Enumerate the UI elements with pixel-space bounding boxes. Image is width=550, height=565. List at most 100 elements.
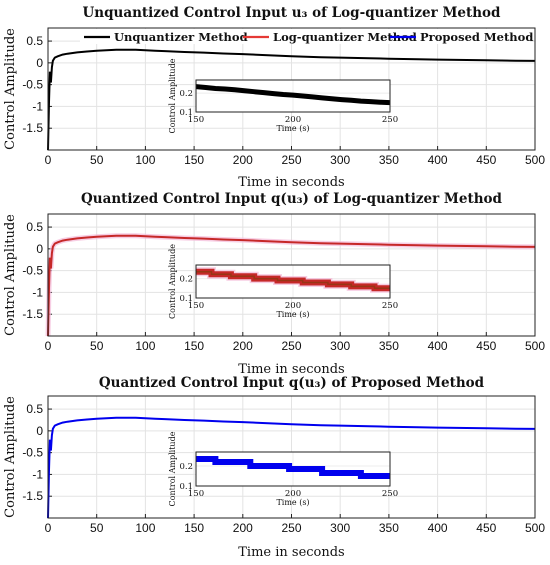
x-axis-label: Time in seconds [238,545,344,560]
x-tick-label: 450 [476,521,496,535]
y-tick-label: 0.5 [26,34,43,48]
x-tick-label: 350 [379,521,399,535]
legend-entry: Log-quantizer Method [273,30,417,44]
y-tick-label: -1 [32,467,43,481]
y-tick-label: -0.5 [22,264,43,278]
x-tick-label: 150 [184,339,204,353]
y-tick-label: -1.5 [22,121,43,135]
x-tick-label: 150 [184,153,204,167]
inset-y-tick-label: 0.1 [179,482,193,492]
inset-series-overlay [196,271,390,290]
inset-x-tick-label: 150 [188,489,204,499]
inset-y-tick-label: 0.2 [179,89,193,99]
x-tick-label: 100 [135,153,155,167]
y-axis-label: Control Amplitude [3,396,18,518]
x-tick-label: 450 [476,339,496,353]
x-tick-label: 250 [281,153,301,167]
inset-x-axis-label: Time (s) [276,498,309,507]
x-tick-label: 350 [379,153,399,167]
x-tick-label: 250 [281,521,301,535]
y-tick-label: -1.5 [22,489,43,503]
legend: Unquantizer Method Log-quantizer Method Pr… [80,29,533,44]
inset-x-tick-label: 250 [382,115,398,125]
x-axis-label: Time in seconds [238,362,344,377]
x-tick-label: 500 [525,521,545,535]
inset-plot: 150 200 250 0.1 0.2 Time (s) Control Amplitude [168,244,398,319]
inset-x-tick-label: 250 [382,489,398,499]
x-tick-label: 100 [135,339,155,353]
inset-x-tick-label: 200 [285,301,301,311]
chart-panel-1: 0 50 100 150 200 250 300 350 400 450 500 -1.5 -1 -0.5… [3,5,545,190]
x-tick-label: 50 [90,153,104,167]
x-tick-label: 350 [379,339,399,353]
x-tick-label: 250 [281,339,301,353]
x-tick-label: 300 [330,339,350,353]
x-tick-label: 400 [428,521,448,535]
inset-y-tick-label: 0.1 [179,294,193,304]
inset-frame [195,451,391,487]
x-tick-label: 150 [184,521,204,535]
y-axis-label: Control Amplitude [3,28,18,150]
x-tick-label: 0 [45,153,52,167]
series-line [47,48,536,151]
y-tick-label: 0 [36,424,43,438]
inset-frame [195,79,391,113]
inset-frame [195,264,391,299]
x-tick-label: 0 [45,339,52,353]
axes-frame [47,213,536,337]
inset-x-tick-label: 200 [285,115,301,125]
inset-x-tick-label: 250 [382,301,398,311]
inset-y-axis-label: Control Amplitude [168,431,177,506]
inset-x-axis-label: Time (s) [276,310,309,319]
y-tick-label: 0 [36,242,43,256]
inset-y-tick-label: 0.2 [179,462,193,472]
inset-series-line [196,456,390,479]
x-tick-label: 450 [476,153,496,167]
inset-x-tick-label: 200 [285,489,301,499]
x-tick-label: 50 [90,521,104,535]
inset-plot: 150 200 250 0.1 0.2 Time (s) Control Amplitude [168,431,398,507]
inset-y-axis-label: Control Amplitude [168,58,177,133]
series-line [47,234,536,337]
y-tick-label: -0.5 [22,446,43,460]
x-tick-label: 200 [233,521,253,535]
x-tick-label: 100 [135,521,155,535]
inset-x-tick-label: 150 [188,301,204,311]
chart-title: Quantized Control Input q(u₃) of Log-qua… [81,191,502,207]
x-tick-label: 200 [233,153,253,167]
chart-panel-2: 0 50 100 150 200 250 300 350 400 450 500 -1.5 -1 -0.5… [3,191,545,377]
x-tick-label: 500 [525,339,545,353]
x-tick-label: 400 [428,153,448,167]
inset-y-axis-label: Control Amplitude [168,244,177,319]
chart-title: Quantized Control Input q(u₃) of Propose… [99,375,485,391]
legend-entry: Unquantizer Method [114,30,248,44]
y-tick-label: 0.5 [26,402,43,416]
y-tick-label: -1.5 [22,307,43,321]
x-tick-label: 300 [330,521,350,535]
axes-frame [47,27,536,151]
x-tick-label: 400 [428,339,448,353]
inset-y-tick-label: 0.1 [179,108,193,118]
x-tick-label: 0 [45,521,52,535]
y-tick-label: 0 [36,56,43,70]
y-axis-label: Control Amplitude [3,214,18,336]
series-line [47,416,536,519]
y-tick-label: 0.5 [26,220,43,234]
inset-series-line [195,84,391,106]
x-tick-label: 50 [90,339,104,353]
legend-entry: Proposed Method [420,30,533,44]
x-axis-label: Time in seconds [238,175,344,190]
y-tick-label: -1 [32,285,43,299]
y-tick-label: -0.5 [22,78,43,92]
y-tick-label: -1 [32,99,43,113]
inset-x-tick-label: 150 [188,115,204,125]
inset-plot: 150 200 250 0.1 0.2 Time (s) Control Amplitude [168,58,398,133]
inset-x-axis-label: Time (s) [276,124,309,133]
inset-y-tick-label: 0.2 [179,275,193,285]
x-tick-label: 200 [233,339,253,353]
x-tick-label: 300 [330,153,350,167]
legend-box [80,29,530,44]
x-tick-label: 500 [525,153,545,167]
